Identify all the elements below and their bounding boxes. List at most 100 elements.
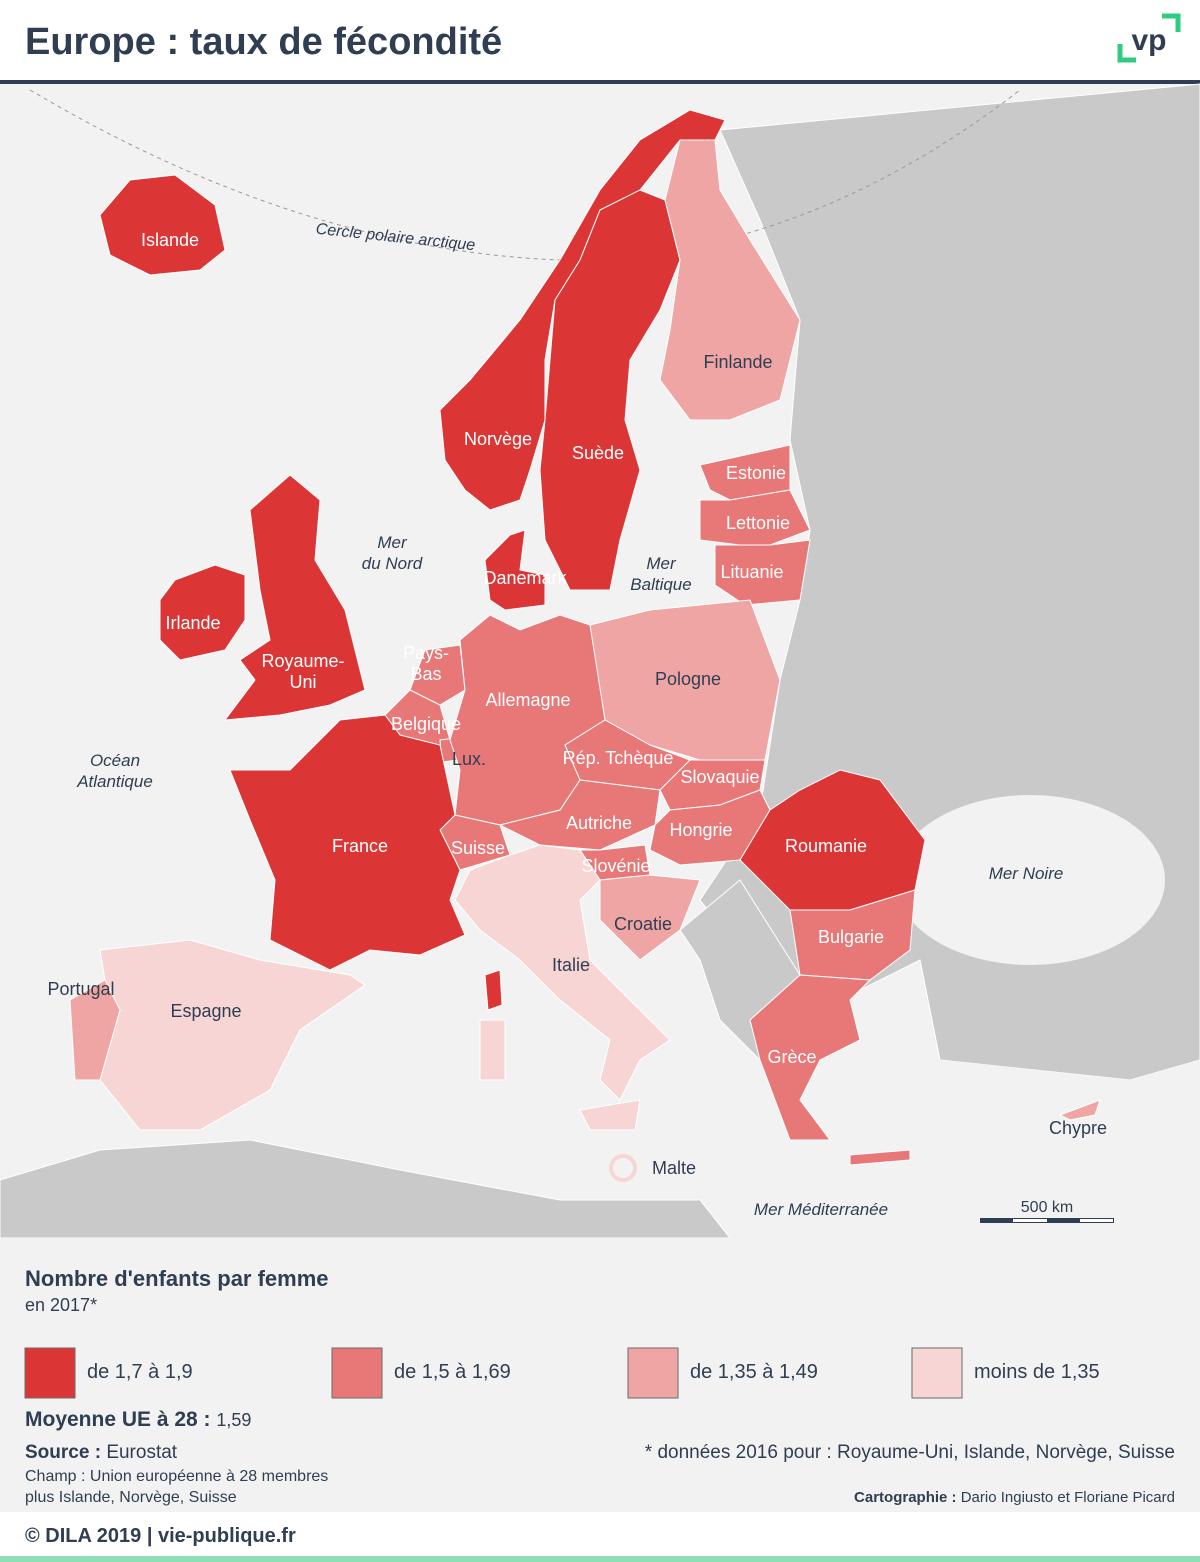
country-label: Slovénie [581, 856, 650, 876]
country-label: Allemagne [485, 690, 570, 710]
country [454, 844, 671, 1101]
credit-value: Dario Ingiusto et Floriane Picard [961, 1489, 1175, 1506]
country [99, 174, 226, 276]
sea-label: Mer Méditerranée [754, 1200, 888, 1219]
country-label-line: Belgique [391, 714, 461, 734]
title: Europe : taux de fécondité [25, 21, 502, 63]
legend-swatch [24, 1347, 76, 1399]
footer-bg [0, 1512, 1200, 1558]
country-label-line: Portugal [47, 979, 114, 999]
header-rule [0, 80, 1200, 84]
country-label: Irlande [165, 613, 220, 633]
country-label: Danemark [483, 568, 567, 588]
country-label-line: Suède [572, 443, 624, 463]
sea-label-line: Mer Noire [989, 864, 1064, 883]
country-label: Pays-Bas [403, 643, 449, 684]
country [579, 1099, 641, 1131]
source: Source : Eurostat [25, 1442, 178, 1463]
country-label-line: Malte [652, 1158, 696, 1178]
black-sea [895, 795, 1165, 965]
country-label: Roumanie [785, 836, 867, 856]
country-label: France [332, 836, 388, 856]
country [484, 969, 503, 1011]
country-label-line: Rép. Tchèque [563, 748, 674, 768]
country-label: Suisse [451, 838, 505, 858]
country-label-line: Pays- [403, 643, 449, 663]
country-label-line: Lituanie [720, 562, 783, 582]
legend-swatch [331, 1347, 383, 1399]
country-label: Grèce [767, 1047, 816, 1067]
country-label-line: Pologne [655, 669, 721, 689]
sea-label: Mer Baltique [630, 554, 691, 594]
country-label: Italie [552, 955, 590, 975]
country [599, 874, 701, 961]
country-label: Islande [141, 230, 199, 250]
scope: plus Islande, Norvège, Suisse [25, 1489, 237, 1506]
source-label: Source : [25, 1442, 101, 1463]
legend-subtitle: en 2017* [25, 1295, 97, 1315]
country [749, 974, 872, 1141]
sea-label-line: Océan [90, 751, 140, 770]
credit-label: Cartographie : [854, 1489, 957, 1506]
country-label-line: Uni [289, 672, 316, 692]
country-label-line: Lettonie [726, 513, 790, 533]
country-label: Malte [652, 1158, 696, 1178]
country-label: Belgique [391, 714, 461, 734]
country-label-line: Slovaquie [680, 767, 759, 787]
country-label: Estonie [726, 463, 786, 483]
legend-swatch [627, 1347, 679, 1399]
country [159, 564, 246, 661]
country-label: Chypre [1049, 1118, 1107, 1138]
sea [940, 1060, 1200, 1238]
country-label-line: Grèce [767, 1047, 816, 1067]
average: Moyenne UE à 28 : 1,59 [25, 1408, 251, 1431]
countries [69, 109, 1101, 1182]
country-label: Suède [572, 443, 624, 463]
sea-label-line: Atlantique [76, 772, 153, 791]
country [609, 1154, 637, 1182]
sea-label: Mer Noire [989, 864, 1064, 883]
country-label-line: Allemagne [485, 690, 570, 710]
country-label: Bulgarie [818, 927, 884, 947]
country [739, 769, 926, 911]
country [498, 779, 661, 851]
scope: Champ : Union européenne à 28 membres [25, 1468, 328, 1485]
country-label-line: Bulgarie [818, 927, 884, 947]
scale-label: 500 km [1021, 1199, 1073, 1216]
sea-label-line: Mer [646, 554, 677, 573]
country-label-line: Bas [410, 664, 441, 684]
country-label-line: Estonie [726, 463, 786, 483]
country-label: Lux. [452, 749, 486, 769]
country-label: Pologne [655, 669, 721, 689]
country [539, 189, 681, 591]
country-label: Finlande [703, 352, 772, 372]
average-value: 1,59 [216, 1410, 251, 1430]
legend-label: de 1,35 à 1,49 [690, 1361, 818, 1383]
country-label: Slovaquie [680, 767, 759, 787]
country [69, 979, 121, 1081]
logo: vp [1117, 13, 1181, 63]
sea-label-line: du Nord [362, 554, 423, 573]
country [699, 489, 811, 546]
legend-label: de 1,7 à 1,9 [87, 1361, 193, 1383]
legend-title: Nombre d'enfants par femme [25, 1266, 329, 1291]
country [714, 539, 811, 606]
country-label-line: Roumanie [785, 836, 867, 856]
country-label: Autriche [566, 813, 632, 833]
logo-text: vp [1131, 24, 1166, 57]
scale-segment [1013, 1219, 1047, 1222]
country-label-line: Lux. [452, 749, 486, 769]
country [484, 529, 546, 611]
country-label-line: Espagne [170, 1001, 241, 1021]
legend-label: moins de 1,35 [974, 1361, 1100, 1383]
country [659, 139, 801, 421]
country-label: Portugal [47, 979, 114, 999]
credit: Cartographie : Dario Ingiusto et Florian… [854, 1489, 1175, 1506]
country [479, 1019, 506, 1081]
source-value: Eurostat [106, 1442, 177, 1463]
note: * données 2016 pour : Royaume-Uni, Islan… [645, 1442, 1175, 1463]
country [1058, 1099, 1101, 1121]
logo-corner [1162, 13, 1181, 32]
country-label-line: Croatie [614, 914, 672, 934]
